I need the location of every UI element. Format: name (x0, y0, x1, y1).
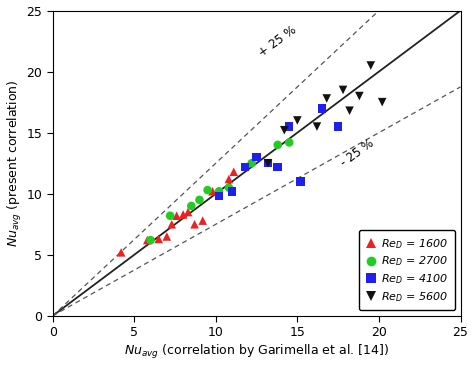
Point (228, 188, 236, 194)
Text: + 25 %: + 25 % (256, 23, 299, 59)
Point (204, 187, 211, 193)
Point (168, 221, 175, 227)
Point (184, 209, 192, 215)
Point (163, 233, 171, 239)
X-axis label: $Nu_{avg}$ (correlation by Garimella et al. [14]): $Nu_{avg}$ (correlation by Garimella et … (124, 344, 389, 361)
Point (144, 237, 151, 243)
Point (274, 164, 282, 170)
Point (166, 213, 174, 219)
Point (230, 169, 237, 175)
Point (367, 63, 374, 69)
Point (285, 139, 293, 145)
Point (281, 127, 288, 133)
Point (199, 218, 207, 224)
Point (191, 221, 198, 227)
Point (248, 160, 255, 166)
Point (356, 93, 363, 99)
Point (155, 236, 163, 242)
Point (215, 188, 223, 194)
Point (313, 124, 321, 130)
Point (346, 108, 353, 114)
Point (147, 237, 155, 243)
Point (297, 179, 304, 185)
Point (264, 160, 272, 166)
Point (285, 124, 293, 130)
Legend: $Re_D$ = 1600, $Re_D$ = 2700, $Re_D$ = 4100, $Re_D$ = 5600: $Re_D$ = 1600, $Re_D$ = 2700, $Re_D$ = 4… (359, 230, 455, 310)
Point (215, 190, 223, 196)
Point (225, 176, 233, 182)
Point (293, 117, 301, 123)
Text: - 25 %: - 25 % (338, 137, 376, 169)
Point (188, 203, 195, 209)
Point (241, 164, 249, 170)
Point (118, 250, 125, 255)
Point (318, 105, 326, 111)
Point (378, 99, 386, 105)
Y-axis label: $Nu_{avg}$ (present correlation): $Nu_{avg}$ (present correlation) (6, 79, 24, 247)
Point (215, 193, 223, 199)
Point (225, 185, 233, 190)
Point (323, 95, 330, 101)
Point (339, 87, 347, 93)
Point (274, 142, 282, 148)
Point (264, 160, 272, 166)
Point (209, 188, 216, 194)
Point (173, 213, 181, 219)
Point (196, 197, 203, 203)
Point (334, 124, 342, 130)
Point (253, 154, 260, 160)
Point (179, 211, 187, 217)
